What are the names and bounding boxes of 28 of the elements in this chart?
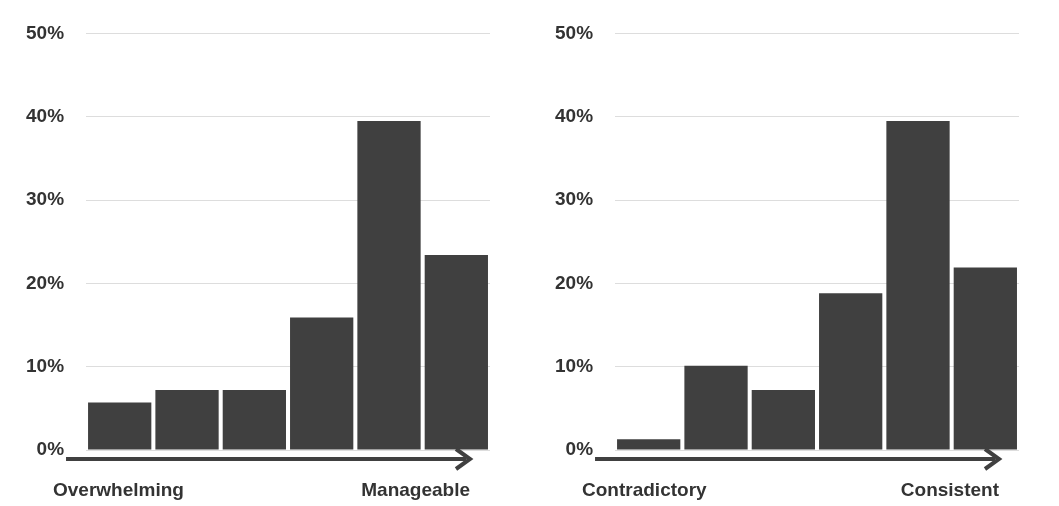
y-tick-label: 0% bbox=[565, 438, 594, 460]
y-tick-label: 0% bbox=[36, 438, 65, 460]
y-tick-label: 50% bbox=[555, 21, 594, 43]
bar bbox=[953, 267, 1017, 450]
text: Overwhelming bbox=[53, 479, 184, 501]
bar bbox=[155, 390, 219, 450]
y-tick-label: 20% bbox=[555, 271, 594, 293]
text: Contradictory bbox=[582, 479, 708, 501]
bar bbox=[886, 120, 950, 450]
bar bbox=[751, 390, 815, 450]
y-tick-label: 40% bbox=[555, 104, 594, 126]
text: Manageable bbox=[361, 479, 470, 501]
y-tick-label: 40% bbox=[26, 104, 65, 126]
y-tick-label: 10% bbox=[26, 354, 65, 376]
y-tick-label: 10% bbox=[555, 354, 594, 376]
y-tick-label: 30% bbox=[26, 188, 65, 210]
bar bbox=[424, 255, 488, 450]
y-tick-label: 20% bbox=[26, 271, 65, 293]
bar bbox=[684, 365, 748, 450]
text: Consistent bbox=[900, 479, 1000, 501]
bar bbox=[819, 293, 883, 450]
bar bbox=[222, 390, 286, 450]
y-tick-label: 30% bbox=[555, 188, 594, 210]
bar bbox=[290, 317, 354, 450]
bar bbox=[617, 439, 681, 450]
y-tick-label: 50% bbox=[26, 21, 65, 43]
bar bbox=[88, 402, 152, 450]
bar bbox=[357, 120, 421, 450]
